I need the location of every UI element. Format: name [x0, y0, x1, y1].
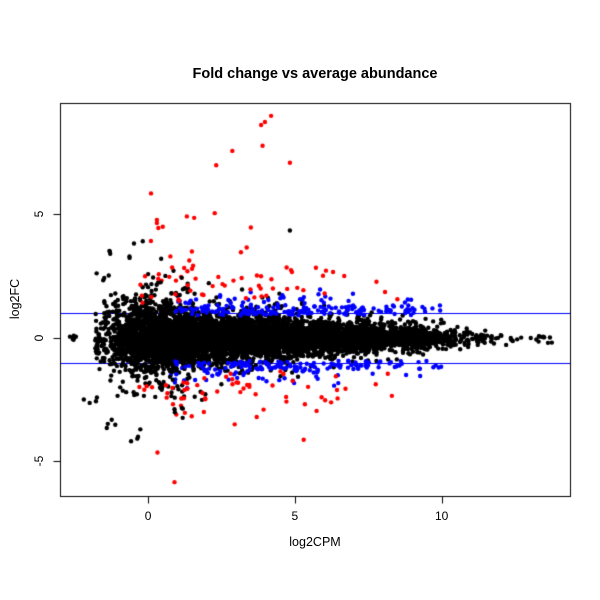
y-tick-label: 5 — [32, 211, 46, 218]
y-tick-label: -5 — [32, 456, 46, 467]
y-tick-label: 0 — [32, 334, 46, 342]
x-tick-label: 0 — [144, 509, 152, 523]
x-axis-label: log2CPM — [289, 535, 341, 549]
chart-title: Fold change vs average abundance — [192, 66, 438, 82]
x-tick-label: 5 — [291, 509, 299, 523]
y-axis-label: log2FC — [8, 278, 22, 320]
x-tick-label: 10 — [435, 509, 449, 523]
